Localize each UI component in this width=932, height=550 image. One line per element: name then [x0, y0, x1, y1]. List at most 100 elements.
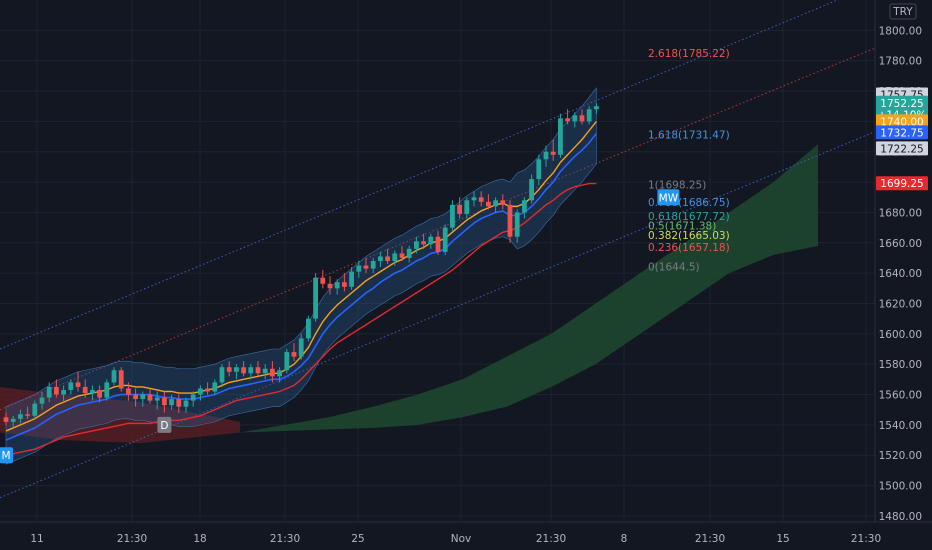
signal-markers: D MW M: [0, 189, 680, 464]
candle-body: [522, 200, 527, 213]
candle-body: [370, 261, 376, 269]
price-tick-label: 1480.00: [879, 511, 922, 523]
time-tick-label: Nov: [451, 533, 472, 545]
candle-body: [392, 253, 398, 261]
cloud-red: [0, 386, 240, 444]
candle-body: [133, 394, 138, 400]
candle-body: [514, 212, 520, 237]
fib-level-label: 0.618(1677.72): [648, 211, 730, 223]
price-tick-label: 1540.00: [879, 420, 922, 432]
fib-level-label: 1.618(1731.47): [648, 129, 730, 141]
price-tick-label: 1560.00: [879, 390, 922, 402]
candle-body: [183, 400, 189, 407]
candle-body: [543, 151, 549, 160]
candle-body: [572, 115, 578, 122]
candle-body: [414, 241, 419, 249]
candle-body: [262, 368, 268, 374]
bollinger-band: [5, 87, 597, 465]
price-tick-label: 1680.00: [879, 207, 922, 219]
candle-body: [162, 397, 167, 406]
time-tick-label: 8: [621, 533, 628, 545]
time-tick-label: 15: [776, 533, 789, 545]
ema-fast-line: [5, 133, 598, 441]
candle-body: [241, 367, 246, 374]
price-tag-label: 1740.00: [880, 116, 923, 128]
candle-body: [248, 367, 254, 374]
candle-body: [205, 388, 210, 392]
candle-body: [75, 382, 81, 387]
time-tick-label: 21:30: [695, 533, 725, 545]
marker-box: [657, 189, 680, 206]
candle-body: [104, 382, 110, 398]
price-tag-bg: [876, 114, 928, 129]
time-tick-label: 18: [193, 533, 206, 545]
price-tick-label: 1600.00: [879, 329, 922, 341]
candle-body: [212, 382, 218, 392]
fib-level-label: 0.382(1665.03): [648, 230, 730, 242]
candle-body: [68, 382, 74, 390]
candle-body: [471, 197, 477, 201]
candle-body: [464, 200, 470, 214]
candle-body: [550, 151, 556, 155]
time-tick-label: 21:30: [117, 533, 147, 545]
fib-level-label: 0(1644.5): [648, 261, 700, 273]
candle-body: [450, 204, 455, 228]
price-tick-label: 1800.00: [879, 25, 922, 37]
candle-body: [385, 256, 390, 261]
candle-body: [277, 370, 282, 377]
candle-body: [565, 118, 570, 122]
price-tick-label: 1520.00: [879, 450, 922, 462]
fib-level-label: 1(1698.25): [648, 180, 706, 192]
candle-body: [219, 367, 225, 383]
candle-body: [320, 277, 326, 284]
candle-body: [255, 367, 261, 374]
candle-body: [334, 282, 340, 289]
candle-body: [594, 106, 599, 110]
candle-body: [363, 265, 369, 269]
candle-body: [140, 394, 146, 400]
price-tick-label: 1580.00: [879, 359, 922, 371]
price-tick-label: 1500.00: [879, 481, 922, 493]
candles: [3, 103, 599, 428]
time-axis[interactable]: 11 21:30 18 21:30 25 Nov 21:30 8 21:30 15 21:30: [0, 521, 932, 545]
candle-body: [378, 256, 383, 261]
candle-body: [342, 282, 347, 287]
time-tick-label: 25: [351, 533, 364, 545]
currency-label: TRY: [892, 6, 913, 18]
candle-body: [90, 389, 95, 394]
candle-body: [111, 370, 117, 383]
currency-badge[interactable]: TRY: [889, 3, 917, 20]
candle-body: [284, 352, 290, 371]
red-trend-line: [5, 182, 597, 456]
candle-body: [18, 414, 23, 419]
time-tick-label: 21:30: [851, 533, 881, 545]
candle-body: [3, 417, 9, 422]
candle-body: [298, 338, 304, 357]
candle-body: [291, 352, 297, 357]
candle-body: [97, 389, 102, 398]
candle-body: [586, 109, 592, 122]
candle-body: [478, 197, 484, 202]
candle-body: [147, 394, 153, 401]
candle-body: [349, 271, 354, 287]
candle-body: [10, 418, 16, 422]
time-tick-label: 21:30: [536, 533, 566, 545]
candle-body: [61, 389, 66, 395]
time-tick-label: 11: [30, 533, 43, 545]
candle-body: [176, 399, 182, 407]
candle-body: [306, 318, 311, 339]
candle-body: [154, 397, 160, 401]
price-tag-bg: [876, 141, 928, 156]
candle-body: [435, 236, 441, 252]
price-tag-bg: [876, 176, 928, 191]
price-tag-bg: [876, 125, 928, 140]
candle-body: [442, 227, 448, 252]
candle-body: [46, 386, 52, 398]
candle-body: [486, 201, 491, 207]
price-tick-label: 1660.00: [879, 238, 922, 250]
price-tick-label: 1780.00: [879, 56, 922, 68]
candle-body: [313, 277, 318, 319]
price-tag-label: 1699.25: [880, 178, 923, 190]
price-tick-label: 1620.00: [879, 298, 922, 310]
